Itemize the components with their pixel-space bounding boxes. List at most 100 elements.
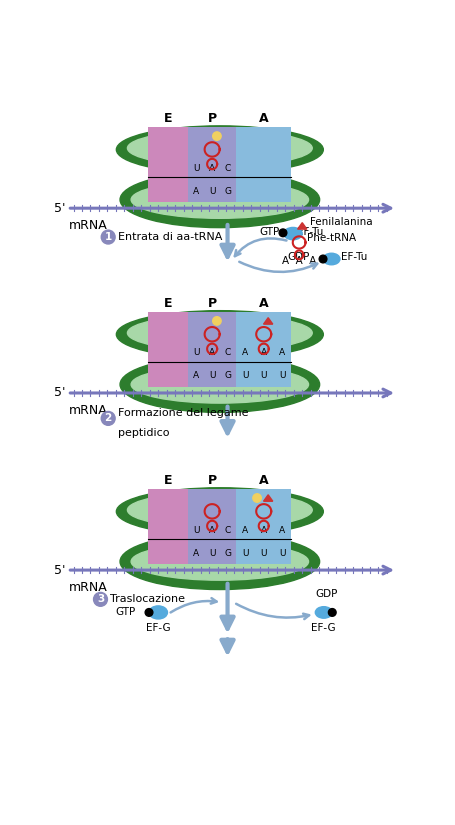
Text: P: P — [207, 474, 216, 487]
Text: U: U — [192, 526, 199, 535]
Polygon shape — [263, 318, 272, 324]
Text: U: U — [242, 371, 248, 380]
Bar — [188, 312, 236, 387]
Circle shape — [212, 317, 221, 325]
Circle shape — [101, 230, 115, 244]
Text: P: P — [207, 112, 216, 125]
Text: U: U — [208, 549, 215, 558]
Ellipse shape — [314, 606, 332, 618]
Text: Formazione del legame: Formazione del legame — [118, 408, 248, 418]
Ellipse shape — [120, 534, 319, 590]
Bar — [148, 489, 188, 564]
Bar — [148, 127, 188, 202]
Text: mRNA: mRNA — [69, 219, 107, 232]
Ellipse shape — [131, 543, 308, 580]
Text: EF-G: EF-G — [146, 623, 170, 634]
Text: Entrata di aa-tRNA: Entrata di aa-tRNA — [118, 232, 222, 242]
Ellipse shape — [127, 492, 312, 528]
Circle shape — [101, 412, 115, 426]
Text: 5': 5' — [53, 563, 65, 577]
Text: U: U — [278, 371, 285, 380]
Text: U: U — [260, 549, 266, 558]
Ellipse shape — [116, 311, 323, 358]
Bar — [148, 312, 188, 387]
Text: G: G — [224, 186, 231, 196]
Circle shape — [212, 132, 221, 140]
Text: A: A — [209, 163, 215, 172]
Text: GDP: GDP — [287, 252, 309, 262]
Text: A: A — [278, 348, 285, 357]
Text: E: E — [164, 297, 172, 309]
Ellipse shape — [120, 356, 319, 412]
Text: C: C — [224, 163, 231, 172]
Text: A: A — [260, 526, 266, 535]
Circle shape — [318, 255, 326, 263]
Ellipse shape — [127, 130, 312, 166]
Text: mRNA: mRNA — [69, 581, 107, 594]
Bar — [236, 312, 291, 387]
Polygon shape — [263, 495, 272, 502]
Ellipse shape — [116, 488, 323, 535]
Circle shape — [145, 609, 152, 616]
Bar — [188, 489, 236, 564]
Ellipse shape — [131, 181, 308, 219]
Ellipse shape — [120, 172, 319, 228]
Text: A: A — [193, 186, 199, 196]
Ellipse shape — [131, 365, 308, 403]
Text: GTP: GTP — [258, 227, 278, 237]
Text: 1: 1 — [104, 232, 111, 242]
Text: Phe-tRNA: Phe-tRNA — [306, 233, 355, 243]
Text: P: P — [207, 297, 216, 309]
Circle shape — [328, 609, 335, 616]
Text: A: A — [209, 348, 215, 357]
Text: A: A — [278, 526, 285, 535]
Text: A: A — [242, 526, 248, 535]
Text: G: G — [224, 549, 231, 558]
Bar — [236, 127, 291, 202]
Text: C: C — [224, 526, 231, 535]
Text: 2: 2 — [104, 413, 111, 423]
Ellipse shape — [116, 126, 323, 173]
Ellipse shape — [127, 315, 312, 351]
Text: U: U — [208, 371, 215, 380]
Bar — [236, 489, 291, 564]
Ellipse shape — [149, 606, 167, 619]
Circle shape — [93, 592, 107, 606]
Text: A: A — [242, 348, 248, 357]
Text: peptidico: peptidico — [118, 428, 169, 438]
Text: U: U — [192, 163, 199, 172]
Circle shape — [278, 229, 286, 237]
Polygon shape — [297, 223, 306, 229]
Text: 5': 5' — [53, 201, 65, 214]
Text: GTP: GTP — [115, 607, 135, 617]
Text: A: A — [193, 549, 199, 558]
Text: G: G — [224, 371, 231, 380]
Text: C: C — [224, 348, 231, 357]
Text: U: U — [260, 371, 266, 380]
Text: A: A — [209, 526, 215, 535]
Text: 5': 5' — [53, 386, 65, 399]
Text: U: U — [208, 186, 215, 196]
Text: 3: 3 — [96, 594, 104, 605]
Text: EF-G: EF-G — [311, 623, 335, 634]
Text: A: A — [258, 297, 268, 309]
Text: EF-Tu: EF-Tu — [340, 252, 366, 262]
Text: U: U — [242, 549, 248, 558]
Text: Fenilalanina: Fenilalanina — [309, 217, 372, 227]
Text: A  A  A: A A A — [281, 256, 316, 266]
Text: E: E — [164, 112, 172, 125]
Text: A: A — [258, 474, 268, 487]
Ellipse shape — [283, 228, 302, 240]
Text: U: U — [192, 348, 199, 357]
Text: A: A — [258, 112, 268, 125]
Text: EF-Tu: EF-Tu — [296, 227, 323, 237]
Text: GDP: GDP — [314, 588, 337, 599]
Text: A: A — [193, 371, 199, 380]
Ellipse shape — [322, 253, 339, 265]
Text: U: U — [278, 549, 285, 558]
Text: mRNA: mRNA — [69, 403, 107, 417]
Text: A: A — [260, 348, 266, 357]
Text: Traslocazione: Traslocazione — [110, 594, 185, 605]
Circle shape — [252, 494, 261, 502]
Text: E: E — [164, 474, 172, 487]
